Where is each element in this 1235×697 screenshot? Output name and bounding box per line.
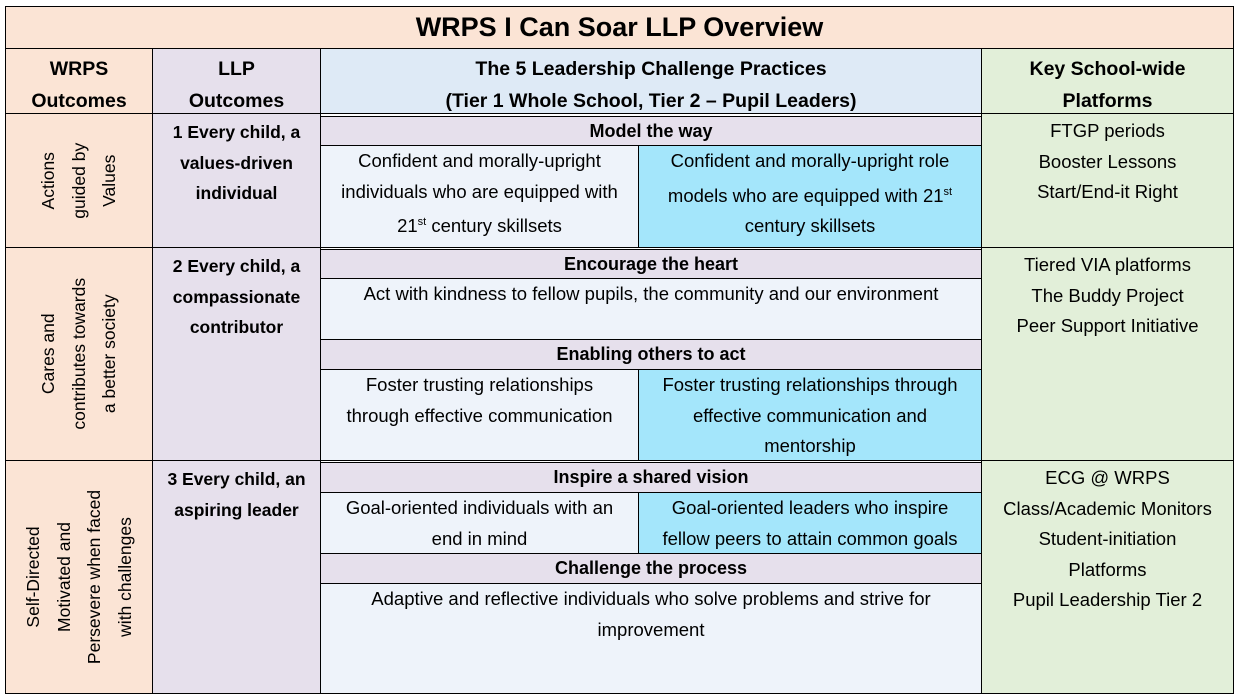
encourage-cell: Act with kindness to fellow pupils, the … bbox=[320, 278, 982, 340]
enable-tier1-cell: Foster trusting relationships through ef… bbox=[320, 369, 639, 461]
header-practices: The 5 Leadership Challenge Practices (Ti… bbox=[320, 48, 982, 114]
challenge-cell: Adaptive and reflective individuals who … bbox=[320, 583, 982, 694]
page-title: WRPS I Can Soar LLP Overview bbox=[415, 12, 824, 42]
platforms-2: Tiered VIA platforms The Buddy Project P… bbox=[981, 247, 1234, 461]
platforms-1: FTGP periods Booster Lessons Start/End-i… bbox=[981, 113, 1234, 248]
practice-encourage-the-heart: Encourage the heart bbox=[320, 249, 982, 279]
platform-item: Pupil Leadership Tier 2 bbox=[1012, 589, 1203, 610]
wrps-outcome-2: Cares and contributes towards a better s… bbox=[5, 247, 153, 461]
platform-item: Student-initiation bbox=[1038, 528, 1177, 549]
platform-item: Peer Support Initiative bbox=[1016, 315, 1199, 336]
wrps-outcome-1: Actions guided by Values bbox=[5, 113, 153, 248]
wrps-outcome-text: Self-Directed Motivated and Persevere wh… bbox=[23, 489, 135, 665]
inspire-tier1-cell: Goal-oriented individuals with an end in… bbox=[320, 492, 639, 554]
header-platforms: Key School-wide Platforms bbox=[981, 48, 1234, 114]
platform-item: Class/Academic Monitors bbox=[1003, 497, 1212, 519]
llp-outcome-2: 2 Every child, a compassionate contribut… bbox=[152, 247, 321, 461]
model-tier1-cell: Confident and morally-upright individual… bbox=[320, 145, 639, 248]
platforms-3: ECG @ WRPS Class/Academic Monitors Stude… bbox=[981, 460, 1234, 694]
enable-tier2-cell: Foster trusting relationships through ef… bbox=[638, 369, 982, 461]
platform-item: Booster Lessons bbox=[1038, 150, 1177, 172]
wrps-outcome-3: Self-Directed Motivated and Persevere wh… bbox=[5, 460, 153, 694]
header-text: WRPS bbox=[49, 58, 109, 80]
wrps-outcome-text: Actions guided by Values bbox=[38, 142, 120, 219]
header-text: Key School-wide bbox=[1029, 58, 1186, 80]
wrps-outcome-text: Cares and contributes towards a better s… bbox=[38, 278, 120, 430]
model-tier2-cell: Confident and morally-upright role model… bbox=[638, 145, 982, 248]
llp-outcome-1: 1 Every child, a values-driven individua… bbox=[152, 113, 321, 248]
header-text: Platforms bbox=[1062, 90, 1153, 112]
header-text: The 5 Leadership Challenge Practices bbox=[475, 58, 827, 80]
llp-outcome-3: 3 Every child, an aspiring leader bbox=[152, 460, 321, 694]
header-text: LLP bbox=[218, 58, 255, 80]
header-text: Outcomes bbox=[188, 90, 285, 112]
header-llp-outcomes: LLP Outcomes bbox=[152, 48, 321, 114]
header-text: Outcomes bbox=[31, 90, 127, 112]
platform-item: Tiered VIA platforms bbox=[1024, 254, 1191, 275]
practice-challenge-process: Challenge the process bbox=[320, 553, 982, 584]
practice-enabling-others: Enabling others to act bbox=[320, 339, 982, 370]
platform-item: Start/End-it Right bbox=[1037, 181, 1178, 202]
header-text: (Tier 1 Whole School, Tier 2 – Pupil Lea… bbox=[445, 90, 857, 112]
platform-item: ECG @ WRPS bbox=[1045, 467, 1170, 488]
practice-inspire-shared-vision: Inspire a shared vision bbox=[320, 462, 982, 493]
platform-item: FTGP periods bbox=[1050, 120, 1165, 141]
platform-item: The Buddy Project bbox=[1031, 284, 1184, 306]
practice-model-the-way: Model the way bbox=[320, 116, 982, 146]
platform-item: Platforms bbox=[1068, 558, 1147, 580]
table-title: WRPS I Can Soar LLP Overview bbox=[5, 6, 1234, 49]
header-wrps-outcomes: WRPS Outcomes bbox=[5, 48, 153, 114]
inspire-tier2-cell: Goal-oriented leaders who inspire fellow… bbox=[638, 492, 982, 554]
